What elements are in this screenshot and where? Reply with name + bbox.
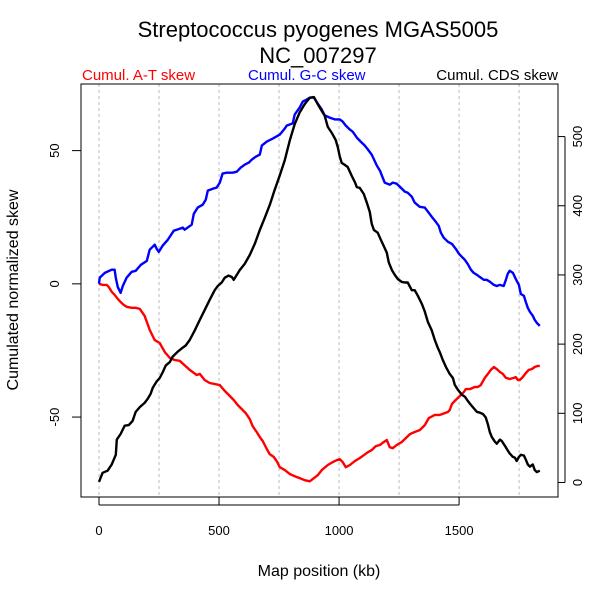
y-tick-label: -50: [47, 408, 62, 427]
y-right-tick-label: 200: [570, 333, 585, 355]
x-tick-label: 500: [208, 523, 230, 538]
y-axis-label: Cumulated normalized skew: [5, 189, 22, 390]
series-line-2: [97, 95, 541, 483]
plot-frame: [80, 83, 559, 498]
chart-title: Streptococcus pyogenes MGAS5005: [138, 17, 499, 42]
y-right-tick-label: 300: [570, 264, 585, 286]
series-line-1: [97, 96, 541, 327]
x-tick-label: 0: [95, 523, 102, 538]
y-axis-right: 0 100 200 300 400 500: [558, 126, 585, 486]
x-axis-label: Map position (kb): [258, 563, 381, 580]
y-axis-left: -50 0 50: [47, 143, 81, 426]
y-right-tick-label: 500: [570, 126, 585, 148]
y-right-tick-label: 400: [570, 195, 585, 217]
y-tick-label: 50: [47, 143, 62, 157]
y-tick-label: 0: [47, 280, 62, 287]
chart-subtitle: NC_007297: [259, 43, 376, 68]
x-tick-label: 1500: [445, 523, 474, 538]
x-tick-label: 1000: [325, 523, 354, 538]
legend-at-skew: Cumul. A-T skew: [82, 67, 195, 84]
y-right-tick-label: 100: [570, 402, 585, 424]
series-line-0: [98, 282, 540, 483]
grid-layer: [98, 84, 520, 497]
x-axis: 0 500 1000 1500: [95, 497, 474, 538]
y-right-tick-label: 0: [570, 479, 585, 486]
legend-cds-skew: Cumul. CDS skew: [436, 67, 558, 84]
series-layer: [97, 95, 541, 483]
legend-gc-skew: Cumul. G-C skew: [248, 67, 366, 84]
